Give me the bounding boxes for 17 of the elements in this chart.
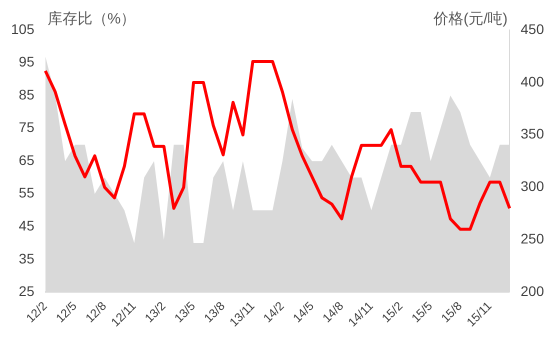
y2-axis-title: 价格(元/吨)	[432, 10, 508, 28]
y-axis-title: 库存比（%）	[47, 10, 136, 28]
y2-tick-label: 450	[520, 20, 544, 37]
y-tick-label: 45	[18, 218, 35, 234]
y2-tick-label: 250	[520, 230, 544, 247]
y-tick-label: 35	[18, 250, 35, 266]
y-tick-label: 95	[18, 54, 35, 70]
y2-tick-label: 400	[520, 73, 544, 90]
y2-tick-label: 300	[520, 178, 544, 194]
y-tick-label: 65	[18, 152, 35, 168]
y-tick-label: 75	[18, 119, 35, 136]
y-tick-label: 55	[18, 184, 35, 201]
y2-tick-label: 350	[520, 126, 544, 142]
y-tick-label: 25	[18, 283, 35, 300]
y-tick-label: 85	[18, 86, 35, 102]
y2-tick-label: 200	[520, 283, 544, 300]
y-tick-label: 105	[11, 20, 35, 37]
